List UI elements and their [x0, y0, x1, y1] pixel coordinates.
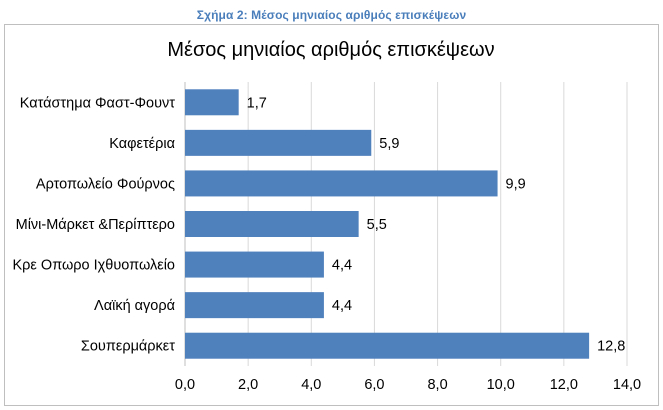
bar	[185, 170, 498, 197]
x-tick-label: 12,0	[550, 377, 578, 393]
category-label: Λαϊκή αγορά	[94, 298, 175, 314]
data-label: 12,8	[597, 339, 625, 355]
bar	[185, 292, 324, 319]
data-labels: 1,7 5,9 9,9 5,5 4,4 4,4 12,8	[247, 95, 626, 354]
category-label: Σουπερμάρκετ	[81, 339, 175, 355]
x-tick-label: 4,0	[301, 377, 321, 393]
x-tick-labels: 0,0 2,0 4,0 6,0 8,0 10,0 12,0 14,0	[175, 377, 641, 393]
x-tick-label: 0,0	[175, 377, 195, 393]
category-label: Κατάστημα Φαστ-Φουντ	[20, 95, 176, 111]
category-label: Μίνι-Μάρκετ &Περίπτερο	[16, 217, 175, 233]
bar	[185, 251, 324, 278]
data-label: 1,7	[247, 95, 267, 111]
bar	[185, 332, 590, 359]
x-tick-label: 8,0	[427, 377, 447, 393]
bars	[185, 89, 590, 359]
data-label: 4,4	[332, 258, 352, 274]
category-label: Καφετέρια	[109, 136, 175, 152]
bar	[185, 89, 239, 116]
x-tick-label: 10,0	[487, 377, 515, 393]
data-label: 9,9	[506, 176, 526, 192]
data-label: 5,5	[367, 217, 387, 233]
data-label: 5,9	[379, 136, 399, 152]
chart-title: Μέσος μηνιαίος αριθμός επισκέψεων	[167, 39, 494, 61]
category-label: Αρτοπωλείο Φούρνος	[36, 176, 175, 192]
bar	[185, 129, 372, 156]
category-label: Κρε Οπωρο Ιχθυοπωλείο	[13, 258, 176, 274]
x-tick-label: 2,0	[238, 377, 258, 393]
x-tick-label: 14,0	[613, 377, 641, 393]
category-labels: Κατάστημα Φαστ-Φουντ Καφετέρια Αρτοπωλείο …	[13, 95, 176, 354]
bar	[185, 211, 359, 237]
figure-caption: Σχήμα 2: Μέσος μηνιαίος αριθμός επισκέψε…	[196, 8, 467, 22]
x-tick-label: 6,0	[364, 377, 384, 393]
data-label: 4,4	[332, 298, 352, 314]
